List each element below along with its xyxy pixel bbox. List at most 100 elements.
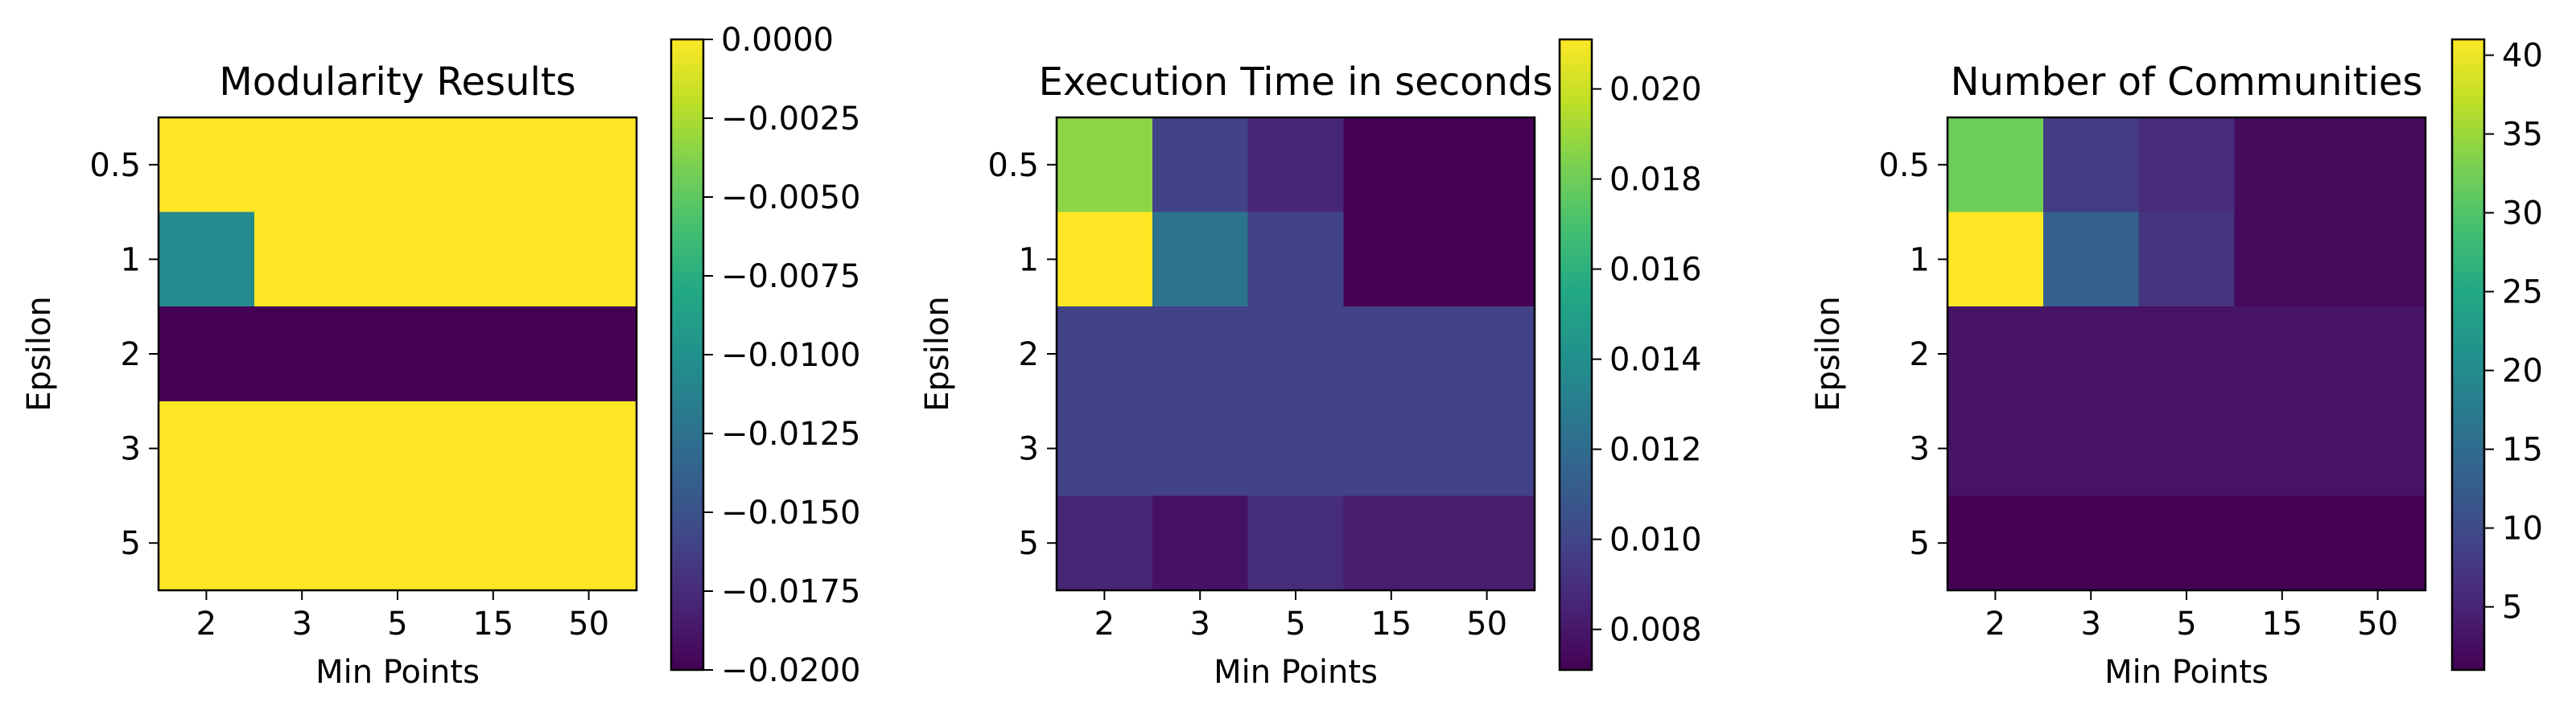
heatmap-cell [2330,401,2426,496]
y-tick-label: 0.5 [1878,147,1930,184]
heatmap-cell [253,495,351,591]
colorbar-tick-label: 5 [2502,589,2522,626]
heatmap-cell [1247,495,1344,591]
heatmap-cell [2234,212,2331,307]
x-tick-label: 50 [568,606,609,643]
heatmap-cell [253,306,351,402]
colorbar-tick-label: 0.010 [1609,522,1702,559]
heatmap-cell [1343,306,1440,402]
y-axis-label: Epsilon [1810,296,1847,412]
colorbar-tick-label: 0.018 [1609,162,1702,199]
chart-title: Number of Communities [1951,60,2423,105]
y-tick-label: 3 [1019,431,1039,468]
heatmap-cell [1057,117,1153,213]
heatmap-cell [253,212,351,307]
heatmap-cell [159,495,255,591]
colorbar [671,39,703,670]
heatmap-cell [1152,117,1249,213]
x-tick-label: 15 [1370,606,1412,643]
y-tick-label: 1 [1910,241,1930,278]
heatmap-cell [1343,401,1440,496]
x-tick-label: 2 [1094,606,1115,643]
heatmap-cell [1343,495,1440,591]
colorbar-tick-label: −0.0050 [721,179,860,216]
heatmap-cell [1057,401,1153,496]
heatmap-cell [1343,117,1440,213]
x-tick-label: 5 [1285,606,1305,643]
y-tick-label: 2 [1019,336,1039,373]
heatmap-cell [2234,401,2331,496]
x-tick-label: 2 [196,606,216,643]
heatmap-cells [159,117,637,591]
x-tick-label: 15 [2261,606,2302,643]
heatmap-cell [349,495,446,591]
heatmap-cells [1947,117,2426,591]
heatmap-cell [1947,401,2044,496]
x-axis-label: Min Points [1214,654,1378,691]
heatmap-cell [541,401,637,496]
colorbar-tick-label: 10 [2502,511,2543,548]
y-tick-label: 2 [121,336,141,373]
heatmap-panel-2: 2 3 5 15 50 0.5 1 2 3 5 Min Points Epsilon Execution… [919,38,1702,691]
colorbar-tick-label: −0.0175 [721,573,860,610]
heatmap-cell [349,401,446,496]
colorbar-tick-label: 30 [2502,195,2543,232]
colorbar-tick-label: 15 [2502,432,2543,469]
heatmap-cell [1439,117,1535,213]
colorbar-tick-label: −0.0025 [721,101,860,138]
colorbar-tick-label: 35 [2502,117,2543,154]
y-tick-label: 3 [1910,431,1930,468]
y-tick-label: 0.5 [89,147,141,184]
x-tick-label: 3 [1189,606,1210,643]
heatmap-cell [445,495,542,591]
y-tick-label: 1 [121,241,141,278]
heatmap-cell [2234,495,2331,591]
heatmap-cell [2330,306,2426,402]
heatmap-cell [2042,306,2140,402]
heatmap-cell [2042,117,2140,213]
y-axis-label: Epsilon [21,296,58,412]
colorbar-tick-label: −0.0125 [721,416,860,453]
heatmap-cell [2234,306,2331,402]
heatmap-cell [1439,212,1535,307]
heatmap-cell [349,306,446,402]
heatmap-cell [541,306,637,402]
x-tick-label: 50 [2357,606,2398,643]
heatmap-cell [1247,212,1344,307]
x-tick-label: 15 [472,606,513,643]
heatmap-cell [2330,495,2426,591]
colorbar-frame [2450,38,2486,672]
heatmap-cell [253,401,351,496]
heatmap-cell [159,401,255,496]
x-tick-label: 3 [2080,606,2100,643]
heatmap-cell [2138,117,2235,213]
y-tick-label: 5 [1019,525,1039,562]
heatmap-cell [2234,117,2331,213]
heatmap-cells [1057,117,1535,591]
x-tick-label: 5 [387,606,407,643]
heatmap-cell [1152,306,1249,402]
heatmap-cell [1247,117,1344,213]
chart-title: Execution Time in seconds [1039,60,1553,105]
colorbar-tick-label: 0.020 [1609,72,1702,109]
colorbar-tick-label: −0.0200 [721,652,860,689]
x-tick-label: 50 [1466,606,1507,643]
heatmap-cell [253,117,351,213]
heatmap-cell [349,212,446,307]
heatmap-cell [1152,401,1249,496]
heatmap-cell [1439,401,1535,496]
heatmap-cell [159,212,255,307]
heatmap-cell [445,401,542,496]
y-tick-label: 3 [121,431,141,468]
x-tick-label: 3 [291,606,311,643]
x-tick-label: 5 [2176,606,2196,643]
colorbar-tick-label: 20 [2502,353,2543,390]
heatmap-cell [445,117,542,213]
colorbar-tick-label: −0.0075 [721,258,860,295]
colorbar [2452,39,2484,670]
colorbar-tick-label: 40 [2502,38,2543,75]
y-tick-label: 1 [1019,241,1039,278]
colorbar [1560,39,1592,670]
colorbar-tick-label: 0.008 [1609,612,1702,649]
